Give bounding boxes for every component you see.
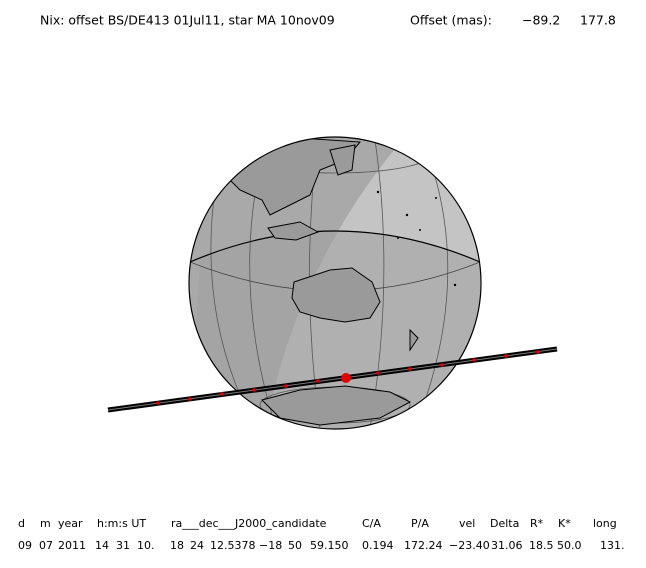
central-position — [341, 373, 351, 383]
column-header: R* — [530, 517, 544, 530]
column-header: d — [18, 517, 25, 530]
column-header: P/A — [411, 517, 429, 530]
cell: 31 — [116, 539, 130, 552]
cell: 50 — [288, 539, 302, 552]
cell: 0.194 — [362, 539, 394, 552]
column-header: C/A — [362, 517, 381, 530]
column-header: long — [593, 517, 617, 530]
cell: 172.24 — [404, 539, 443, 552]
cell: 59.150 — [310, 539, 349, 552]
islands — [376, 190, 457, 287]
column-header: Delta — [490, 517, 519, 530]
cell: 24 — [190, 539, 204, 552]
cell: 31.06 — [491, 539, 523, 552]
column-header: K* — [558, 517, 571, 530]
title: Nix: offset BS/DE413 01Jul11, star MA 10… — [40, 13, 335, 28]
cell: 131. — [600, 539, 625, 552]
cell: 14 — [95, 539, 109, 552]
column-header: m — [40, 517, 51, 530]
globe — [188, 136, 482, 430]
column-header: ra___dec___J2000_candidate — [171, 517, 327, 530]
offset-label: Offset (mas): — [410, 13, 492, 28]
cell: 12.5378 — [210, 539, 256, 552]
offset-value: −89.2 — [522, 13, 560, 28]
cell: −23.40 — [449, 539, 490, 552]
cell: 09 — [18, 539, 32, 552]
offset-value: 177.8 — [580, 13, 616, 28]
column-header: vel — [459, 517, 475, 530]
cell: −18 — [259, 539, 282, 552]
event-table: d m year h:m:s UT ra___dec___J2000_candidate… — [18, 517, 625, 552]
time-marks — [156, 350, 540, 405]
column-header: year — [58, 517, 83, 530]
globe-outline — [188, 136, 482, 430]
shadow-center — [107, 348, 558, 411]
cell: 18 — [170, 539, 184, 552]
cell: 2011 — [58, 539, 86, 552]
occultation-path — [107, 346, 558, 413]
column-header: h:m:s UT — [97, 517, 146, 530]
cell: 10. — [137, 539, 155, 552]
cell: 50.0 — [557, 539, 582, 552]
cell: 07 — [39, 539, 53, 552]
cell: 18.5 — [529, 539, 554, 552]
latitude-line — [189, 230, 481, 263]
